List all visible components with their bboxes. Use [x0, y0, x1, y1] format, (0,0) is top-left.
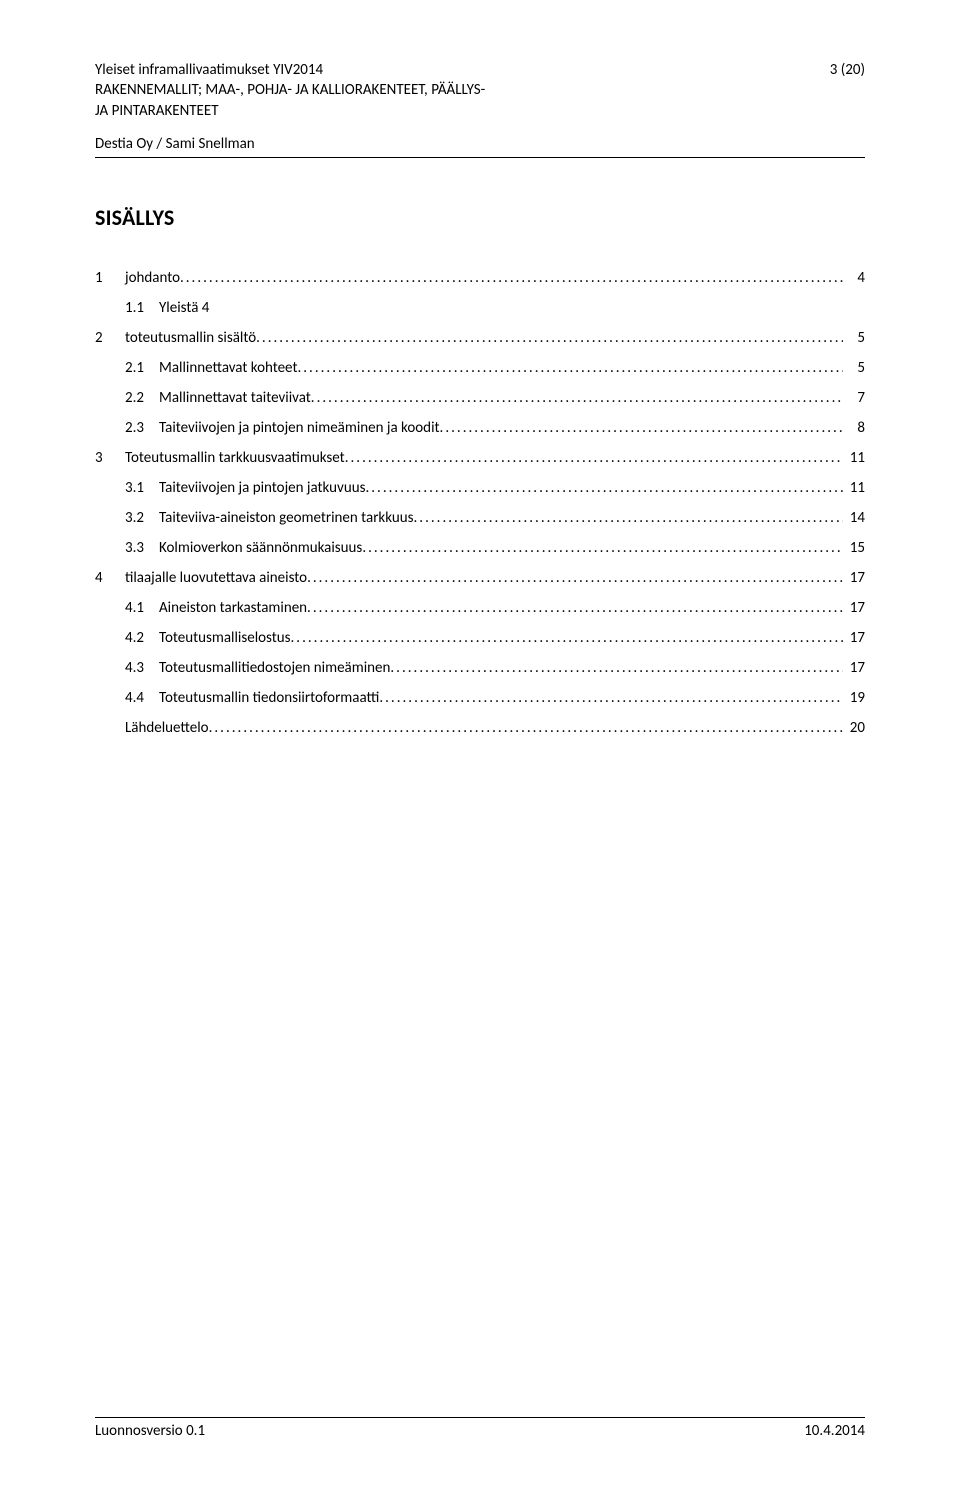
header-title-line-1: Yleiset inframallivaatimukset YIV2014 [95, 60, 323, 80]
toc-leader [297, 359, 843, 377]
footer-right: 10.4.2014 [804, 1422, 865, 1440]
toc-entry-number: 3.3 [95, 539, 159, 557]
toc-leader [291, 629, 843, 647]
toc-leader [307, 569, 843, 587]
toc-entry-page: 19 [843, 689, 865, 707]
toc-entry-label: Yleistä 4 [159, 299, 209, 317]
toc-entry-number: 2.1 [95, 359, 159, 377]
toc-leader [362, 539, 843, 557]
toc-entry: 3Toteutusmallin tarkkuusvaatimukset 11 [95, 449, 865, 467]
toc-entry: 2.2Mallinnettavat taiteviivat 7 [95, 389, 865, 407]
toc-leader [307, 599, 843, 617]
toc-entry-label: Taiteviivojen ja pintojen jatkuvuus [159, 479, 365, 497]
toc-entry-number: 4.3 [95, 659, 159, 677]
toc-entry-number: 4.2 [95, 629, 159, 647]
toc-entry-page: 8 [843, 419, 865, 437]
page-footer: Luonnosversio 0.1 10.4.2014 [95, 1417, 865, 1440]
toc-entry-label: Taiteviiva-aineiston geometrinen tarkkuu… [159, 509, 414, 527]
toc-entry-page: 15 [843, 539, 865, 557]
toc-entry: 4.4Toteutusmallin tiedonsiirtoformaatti 1… [95, 689, 865, 707]
toc-entry: 4.1Aineiston tarkastaminen 17 [95, 599, 865, 617]
toc-entry: 4.2Toteutusmalliselostus 17 [95, 629, 865, 647]
toc-leader [345, 449, 843, 467]
toc-entry-label: Toteutusmallin tiedonsiirtoformaatti [159, 689, 379, 707]
toc-entry-number: 3.2 [95, 509, 159, 527]
toc-entry: 2.3Taiteviivojen ja pintojen nimeäminen … [95, 419, 865, 437]
toc-entry: 2.1Mallinnettavat kohteet 5 [95, 359, 865, 377]
toc-entry-number: 4.1 [95, 599, 159, 617]
toc-leader [390, 659, 843, 677]
toc-entry-page: 7 [843, 389, 865, 407]
header-rule [95, 157, 865, 158]
toc-entry-number: 3.1 [95, 479, 159, 497]
toc-entry-label: Toteutusmallitiedostojen nimeäminen [159, 659, 390, 677]
toc-entry-label: tilaajalle luovutettava aineisto [125, 569, 307, 587]
toc-entry-page: 4 [843, 269, 865, 287]
toc-entry-label: Mallinnettavat taiteviivat [159, 389, 311, 407]
toc-entry-number: 2.2 [95, 389, 159, 407]
toc-entry-label: Taiteviivojen ja pintojen nimeäminen ja … [159, 419, 440, 437]
toc-entry-number: 1 [95, 269, 125, 287]
toc-entry-page: 17 [843, 659, 865, 677]
toc-entry: 4tilaajalle luovutettava aineisto 17 [95, 569, 865, 587]
header-author: Destia Oy / Sami Snellman [95, 135, 865, 153]
toc-entry-page: 11 [843, 449, 865, 467]
toc-entry: 1.1Yleistä 4 [95, 299, 865, 317]
toc-entry-label: Toteutusmalliselostus [159, 629, 291, 647]
toc-entry-page: 5 [843, 359, 865, 377]
toc-entry-page: 11 [843, 479, 865, 497]
toc-entry: 3.1Taiteviivojen ja pintojen jatkuvuus 11 [95, 479, 865, 497]
toc-title: SISÄLLYS [95, 204, 865, 231]
toc-leader [256, 329, 843, 347]
header-title-line-3: JA PINTARAKENTEET [95, 101, 865, 121]
toc-entry-label: Aineiston tarkastaminen [159, 599, 307, 617]
toc-leader [379, 689, 843, 707]
toc-entry-page: 17 [843, 599, 865, 617]
page-header: Yleiset inframallivaatimukset YIV2014 3 … [95, 60, 865, 158]
toc-list: 1johdanto 4 1.1Yleistä 4 2toteutusmallin si… [95, 269, 865, 737]
footer-left: Luonnosversio 0.1 [95, 1422, 205, 1440]
toc-entry-number: 2 [95, 329, 125, 347]
toc-entry-page: 17 [843, 629, 865, 647]
toc-entry-page: 20 [843, 719, 865, 737]
header-row-1: Yleiset inframallivaatimukset YIV2014 3 … [95, 60, 865, 80]
page-indicator: 3 (20) [830, 61, 865, 79]
toc-entry-label: Kolmioverkon säännönmukaisuus [159, 539, 362, 557]
toc-entry-label: Toteutusmallin tarkkuusvaatimukset [125, 449, 345, 467]
toc-entry: Lähdeluettelo 20 [95, 719, 865, 737]
toc-leader [440, 419, 843, 437]
toc-entry-page: 5 [843, 329, 865, 347]
toc-entry: 4.3Toteutusmallitiedostojen nimeäminen 17 [95, 659, 865, 677]
toc-entry-number: 4 [95, 569, 125, 587]
toc-entry-label: Mallinnettavat kohteet [159, 359, 297, 377]
toc-entry-page: 14 [843, 509, 865, 527]
toc-entry-number: 2.3 [95, 419, 159, 437]
toc-entry-number: 4.4 [95, 689, 159, 707]
toc-leader [311, 389, 843, 407]
toc-entry-label: Lähdeluettelo [125, 719, 209, 737]
toc-entry-page: 17 [843, 569, 865, 587]
toc-entry: 3.3Kolmioverkon säännönmukaisuus 15 [95, 539, 865, 557]
footer-rule [95, 1417, 865, 1418]
toc-entry-label: johdanto [125, 269, 180, 287]
footer-row: Luonnosversio 0.1 10.4.2014 [95, 1422, 865, 1440]
toc-entry: 1johdanto 4 [95, 269, 865, 287]
toc-leader [209, 719, 843, 737]
toc-entry: 3.2Taiteviiva-aineiston geometrinen tark… [95, 509, 865, 527]
page: Yleiset inframallivaatimukset YIV2014 3 … [0, 0, 960, 1490]
toc-leader [365, 479, 843, 497]
toc-entry-number: 1.1 [95, 299, 159, 317]
toc-entry: 2toteutusmallin sisältö 5 [95, 329, 865, 347]
toc-leader [414, 509, 843, 527]
toc-entry-number: 3 [95, 449, 125, 467]
toc-entry-label: toteutusmallin sisältö [125, 329, 256, 347]
toc-leader [180, 269, 843, 287]
header-title-line-2: RAKENNEMALLIT; MAA-, POHJA- JA KALLIORAK… [95, 80, 865, 100]
